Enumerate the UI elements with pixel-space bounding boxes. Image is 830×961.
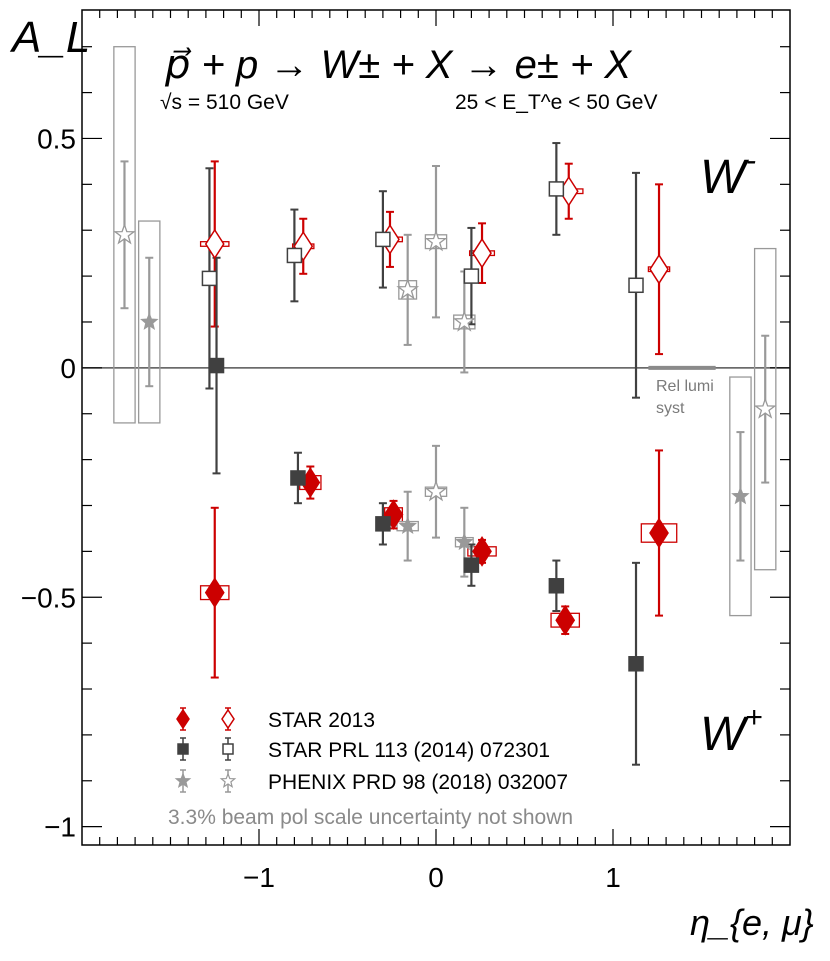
data-point [649, 253, 669, 285]
systematic-box [729, 376, 752, 617]
w-minus-sign: - [746, 144, 756, 177]
w-plus-sign: + [745, 701, 763, 734]
legend-marker [221, 708, 235, 730]
data-point [753, 397, 777, 419]
rel-lumi-syst-label: syst [656, 400, 685, 417]
data-point [555, 604, 576, 636]
x-tick-label: 0 [428, 862, 444, 893]
legend-marker [177, 743, 189, 755]
data-point [375, 231, 391, 248]
data-point [398, 516, 417, 535]
legend-marker [219, 772, 237, 789]
data-point [649, 517, 669, 549]
x-tick-label: 1 [605, 862, 621, 893]
systematic-boxes-layer [113, 46, 777, 628]
data-point [113, 222, 136, 245]
legend-label-phenix: PHENIX PRD 98 (2018) 032007 [268, 771, 568, 794]
y-tick-label: −1 [44, 812, 76, 843]
data-point [204, 577, 225, 609]
data-point [548, 181, 565, 197]
data-point [548, 578, 565, 594]
x-tick-label: −1 [243, 862, 275, 893]
data-point [472, 535, 492, 567]
data-point [204, 228, 225, 260]
energy-label: √s = 510 GeV [160, 91, 289, 114]
markers-layer [113, 175, 777, 672]
legend-markers [174, 707, 237, 793]
systematic-box [113, 46, 136, 424]
w-plus-label: W + [700, 701, 763, 761]
data-point [455, 532, 474, 551]
legend-label-star2014: STAR PRL 113 (2014) 072301 [268, 739, 550, 762]
data-point [290, 470, 306, 486]
data-point [463, 557, 480, 573]
data-point [208, 357, 225, 374]
data-point [396, 277, 420, 300]
systematic-box [753, 247, 777, 571]
w-plus-letter: W [700, 708, 750, 761]
data-point [140, 312, 159, 330]
data-point [424, 229, 448, 252]
data-point [452, 310, 476, 332]
data-point [286, 247, 303, 264]
w-minus-letter: W [700, 151, 750, 204]
y-tick-label: 0.5 [37, 123, 76, 154]
data-point [375, 516, 391, 532]
data-point [731, 486, 750, 505]
title-text: p⃗ + p → W± + X → e± + X [164, 43, 632, 87]
data-point [472, 237, 492, 269]
y-axis-title: A_L [9, 13, 90, 62]
y-tick-label: −0.5 [21, 582, 76, 613]
legend-marker [222, 743, 234, 755]
beam-pol-note: 3.3% beam pol scale uncertainty not show… [168, 806, 573, 829]
legend: STAR 2013 STAR PRL 113 (2014) 072301 PHE… [174, 707, 568, 794]
legend-marker [176, 708, 190, 730]
data-point [463, 268, 480, 284]
chart-title: p⃗ + p → W± + X → e± + X [164, 43, 632, 87]
data-point [628, 277, 644, 294]
legend-label-star2013: STAR 2013 [268, 709, 375, 732]
y-tick-label: 0 [60, 353, 76, 384]
et-range-label: 25 < E_T^e < 50 GeV [455, 91, 657, 114]
data-point [628, 656, 644, 672]
systematic-box [137, 220, 161, 424]
w-minus-label: W - [700, 144, 756, 204]
rel-lumi-label: Rel lumi [656, 378, 714, 395]
legend-marker [174, 772, 192, 789]
data-point [424, 479, 448, 502]
axes-layer: −1 0 1 0.5 0 −0.5 −1 [21, 9, 791, 893]
x-axis-title: η_{e, μ} [690, 902, 814, 943]
data-point [201, 270, 218, 287]
